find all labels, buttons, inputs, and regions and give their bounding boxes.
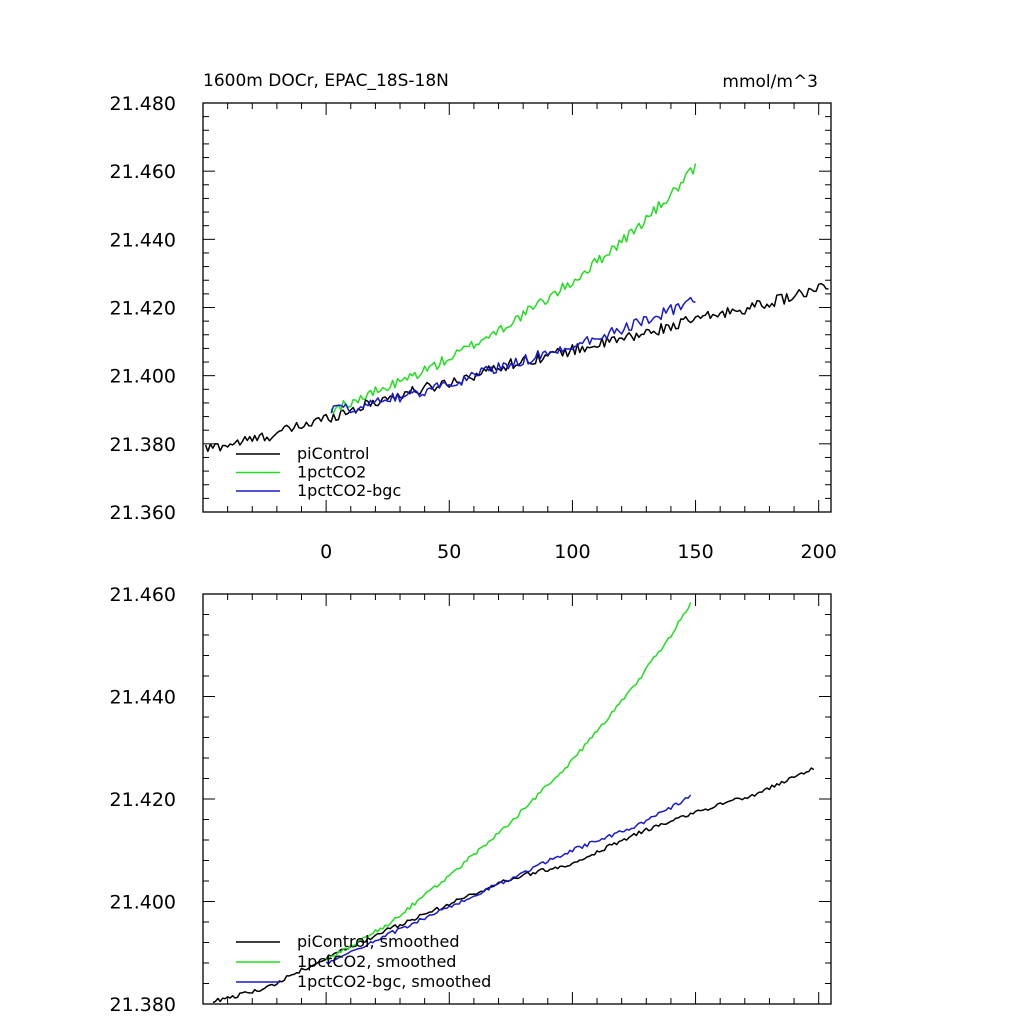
top-panel: 1600m DOCr, EPAC_18S-18N mmol/m^3 21.360… <box>110 71 837 563</box>
x-tick-label: 150 <box>677 541 713 563</box>
legend-label: piControl, smoothed <box>297 932 460 951</box>
legend-label: piControl <box>297 444 369 463</box>
y-tick-label: 21.440 <box>110 229 176 251</box>
bottom-panel: 21.380 21.400 21.420 21.440 21.460 piControl,… <box>110 584 832 1016</box>
y-tick-label: 21.480 <box>110 93 176 115</box>
y-tick-label: 21.400 <box>110 892 176 914</box>
legend-label: 1pctCO2-bgc, smoothed <box>297 972 491 991</box>
y-tick-label: 21.380 <box>110 434 176 456</box>
legend-label: 1pctCO2, smoothed <box>297 952 456 971</box>
y-tick-label: 21.380 <box>110 994 176 1016</box>
units-label: mmol/m^3 <box>722 72 818 92</box>
legend-label: 1pctCO2-bgc <box>297 481 401 500</box>
chart-title: 1600m DOCr, EPAC_18S-18N <box>203 71 449 91</box>
x-tick-label: 200 <box>801 541 837 563</box>
x-tick-label: 0 <box>320 541 332 563</box>
x-tick-label: 50 <box>437 541 461 563</box>
y-tick-label: 21.420 <box>110 789 176 811</box>
y-tick-label: 21.360 <box>110 502 176 524</box>
series-line-1pctco2 <box>330 163 697 414</box>
series-line-1pctco2-bgc-smoothed <box>325 794 692 965</box>
y-tick-label: 21.420 <box>110 298 176 320</box>
y-tick-label: 21.460 <box>110 584 176 606</box>
series-line-picontrol <box>204 282 829 453</box>
y-tick-label: 21.400 <box>110 366 176 388</box>
legend-label: 1pctCO2 <box>297 463 366 482</box>
x-tick-label: 100 <box>554 541 590 563</box>
y-tick-label: 21.440 <box>110 687 176 709</box>
series-line-1pctco2-smoothed <box>325 602 692 962</box>
y-tick-label: 21.460 <box>110 161 176 183</box>
series-line-picontrol-smoothed <box>212 767 815 1004</box>
series-line-1pctco2-bgc <box>330 296 696 414</box>
